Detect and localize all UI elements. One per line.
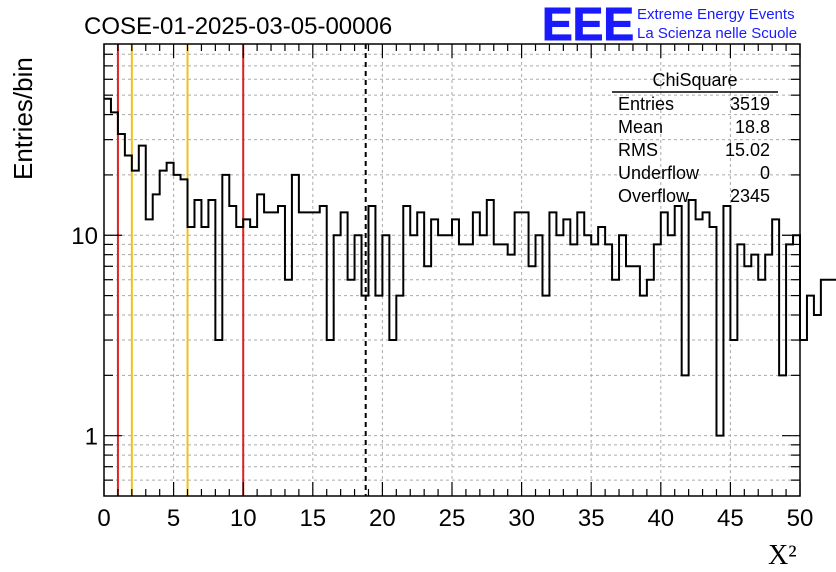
x-tick-label: 45 — [717, 505, 744, 532]
x-tick-label: 5 — [167, 505, 180, 532]
axes: 0 5 10 15 20 25 30 35 40 45 50 1 10 — [71, 43, 814, 532]
y-axis-label: Entries/bin — [8, 57, 38, 180]
histogram-outline — [104, 97, 836, 437]
x-tick-label: 50 — [787, 505, 814, 532]
x-tick-label: 10 — [230, 505, 257, 532]
stats-value: 2345 — [730, 186, 770, 206]
stats-value: 15.02 — [725, 140, 770, 160]
stats-label: Overflow — [618, 186, 690, 206]
logo-eee: EEE — [542, 0, 634, 50]
stats-label: Entries — [618, 94, 674, 114]
histogram-bins — [104, 97, 836, 437]
stats-label: Underflow — [618, 163, 700, 183]
stats-value: 18.8 — [735, 117, 770, 137]
stats-label: RMS — [618, 140, 658, 160]
labels: COSE-01-2025-03-05-00006 Entries/bin X² … — [8, 0, 797, 571]
stats-title: ChiSquare — [652, 70, 737, 90]
reference-lines — [116, 44, 367, 496]
stats-value: 0 — [760, 163, 770, 183]
x-tick-label: 25 — [439, 505, 466, 532]
x-tick-label: 40 — [647, 505, 674, 532]
x-tick-label: 15 — [299, 505, 326, 532]
stats-value: 3519 — [730, 94, 770, 114]
logo-line-2: La Scienza nelle Scuole — [637, 25, 797, 42]
x-axis-label: X² — [768, 540, 797, 571]
x-tick-label: 0 — [97, 505, 110, 532]
x-tick-label: 35 — [578, 505, 605, 532]
chart-title: COSE-01-2025-03-05-00006 — [84, 13, 392, 40]
x-tick-label: 30 — [508, 505, 535, 532]
logo-line-1: Extreme Energy Events — [637, 6, 795, 23]
y-tick-label: 10 — [71, 223, 98, 250]
stats-box: ChiSquare Entries 3519 Mean 18.8 RMS 15.02 Unde… — [612, 70, 778, 206]
x-tick-label: 20 — [369, 505, 396, 532]
stats-label: Mean — [618, 117, 663, 137]
y-tick-label: 1 — [85, 424, 98, 451]
